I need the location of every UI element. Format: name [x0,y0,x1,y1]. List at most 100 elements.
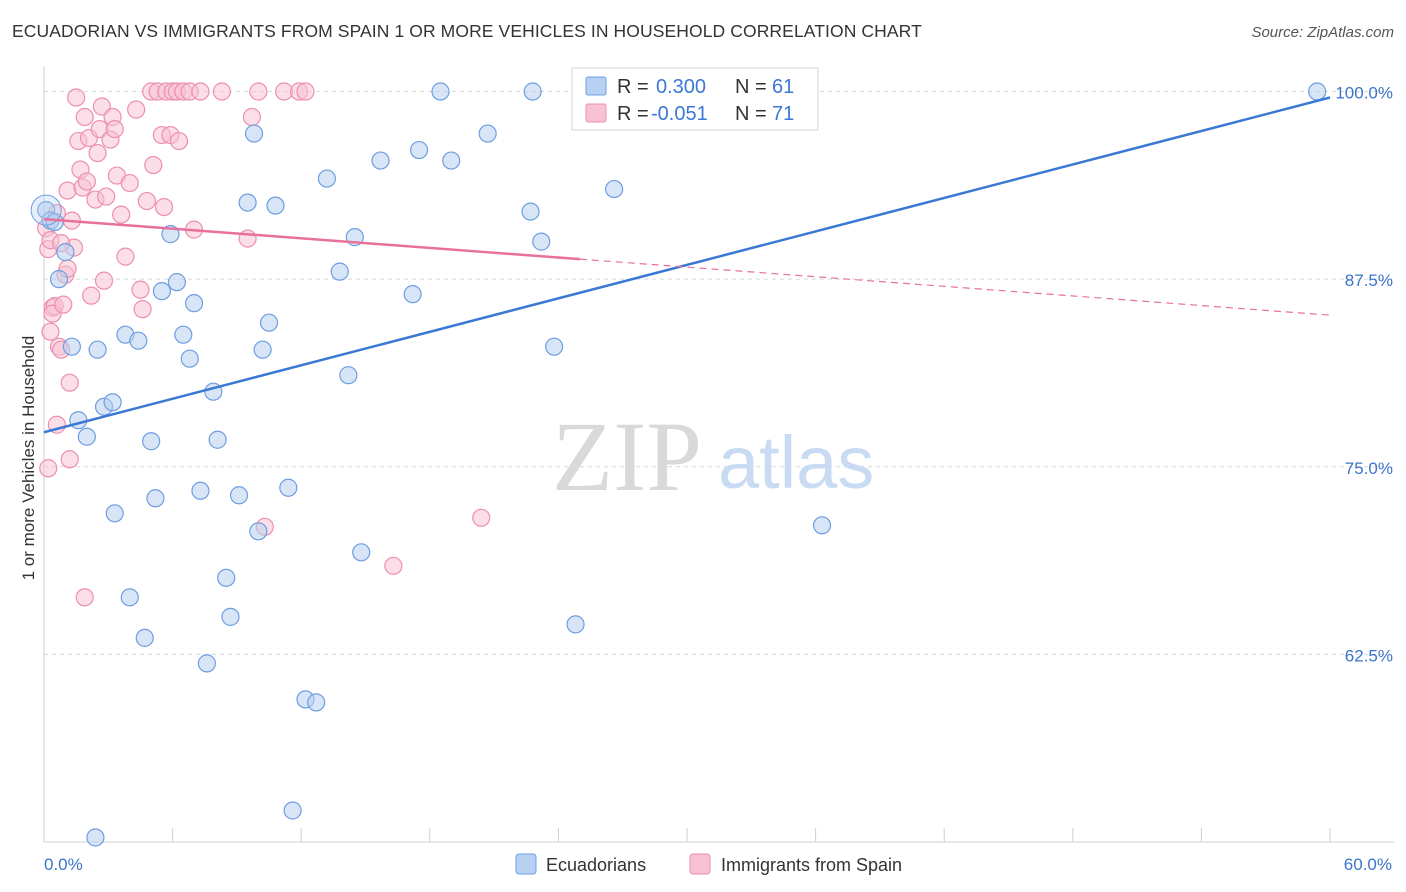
ecuadorians-point-55 [545,337,564,356]
ecuadorians-point-48 [409,140,429,160]
immigrants-point-67 [94,271,114,290]
watermark-zip: ZIP [552,401,702,512]
ecuadorians-point-42 [330,262,349,281]
x-tick-label-0: 0.0% [44,855,83,874]
legend-r-value-ecuadorians: 0.300 [656,76,706,98]
ecuadorians-point-15 [135,628,154,647]
ecuadorians-point-37 [279,478,298,497]
ecuadorians-point-41 [317,169,337,188]
ecuadorians-point-28 [217,568,236,587]
y-tick-labels: 100.0% 87.5% 75.0% 62.5% [1335,84,1393,666]
legend-n-label-1: N = [735,76,767,98]
correlation-legend: R = 0.300 N = 61 R = -0.051 N = 71 [571,67,819,131]
ecuadorians-point-51 [478,124,497,143]
legend-swatch-pink [585,103,607,123]
ecuadorians-point-46 [371,151,390,170]
ecuadorians-point-49 [431,82,450,101]
trend-immigrants-dashed [579,258,1331,316]
ecuadorians-point-24 [191,481,210,500]
ecuadorians-point-14 [129,331,148,350]
legend-immigrants-label: Immigrants from Spain [721,855,902,875]
ecuadorians-point-27 [208,430,227,449]
gridlines [44,91,1394,655]
immigrants-point-47 [212,82,231,101]
ecuadorians-point-56 [566,615,585,634]
immigrants-point-60 [60,373,79,392]
immigrants-point-32 [127,100,146,119]
watermark: ZIP atlas [552,401,874,512]
immigrants-point-68 [133,300,152,319]
immigrants-point-34 [137,191,156,211]
legend-ecuadorians-swatch [515,853,537,875]
legend-immigrants-swatch [689,853,711,875]
immigrants-point-9 [58,181,77,200]
ecuadorians-point-7 [77,427,96,446]
trend-lines [43,96,1331,434]
ecuadorians-point-30 [229,486,249,505]
immigrants-point-59 [60,450,79,469]
ecuadorians-point-47 [403,285,422,304]
immigrants-point-12 [67,88,86,107]
ecuadorians-point-11 [105,504,124,523]
ecuadorians-point-52 [521,202,540,221]
ecuadorians-point-58 [605,179,624,199]
series-immigrants-from-spain [37,82,491,607]
legend-ecuadorians-label: Ecuadorians [546,855,646,875]
ecuadorians-point-60 [1308,82,1327,101]
trend-immigrants-solid [43,217,580,261]
ecuadorians-point-33 [249,522,268,541]
immigrants-point-21 [88,143,107,163]
legend-n-value-immigrants: 71 [772,103,794,125]
immigrants-point-46 [191,82,210,101]
ecuadorians-point-31 [238,193,257,212]
ecuadorians-point-36 [266,196,285,215]
ecuadorians-point-17 [146,489,165,508]
immigrants-point-2 [41,322,60,341]
ecuadorians-point-16 [142,432,161,451]
immigrants-point-57 [39,459,58,478]
immigrants-point-30 [116,247,135,266]
y-tick-label-3: 62.5% [1345,646,1393,665]
immigrants-point-31 [120,173,139,193]
ecuadorians-point-35 [259,313,279,332]
x-tick-label-1: 60.0% [1344,855,1392,874]
ecuadorians-point-highlight [30,194,62,226]
watermark-atlas: atlas [718,421,874,504]
immigrants-point-50 [249,82,268,101]
series-legend: Ecuadorians Immigrants from Spain [515,853,902,875]
ecuadorians-point-61 [86,828,105,847]
y-tick-label-2: 75.0% [1345,459,1393,478]
immigrants-point-27 [105,119,124,139]
ecuadorians-point-38 [283,801,302,820]
ecuadorians-point-43 [339,366,358,385]
ecuadorians-point-45 [352,543,371,562]
immigrants-point-69 [154,197,174,217]
ecuadorians-point-29 [221,607,240,626]
x-tick-labels: 0.0% 60.0% [44,855,1392,874]
ecuadorians-point-18 [152,282,171,301]
immigrants-point-55 [384,556,403,575]
legend-box [571,67,819,131]
legend-r-label-2: R = [617,103,649,125]
immigrants-point-29 [112,205,131,224]
ecuadorians-point-4 [56,243,75,262]
y-tick-label-1: 87.5% [1345,271,1393,290]
source-label: Source: ZipAtlas.com [1251,24,1394,41]
ecuadorians-point-3 [49,270,69,289]
legend-r-label-1: R = [617,76,649,98]
immigrants-point-70 [169,131,189,151]
ecuadorians-point-5 [62,337,81,356]
immigrants-point-16 [75,107,94,127]
chart-title: ECUADORIAN VS IMMIGRANTS FROM SPAIN 1 OR… [12,21,922,41]
immigrants-point-17 [77,172,96,191]
ecuadorians-point-25 [197,654,216,673]
ecuadorians-point-40 [307,693,326,712]
ecuadorians-point-20 [167,273,186,292]
immigrants-point-36 [144,155,163,175]
ecuadorians-point-22 [180,349,199,368]
immigrants-point-61 [75,588,94,607]
immigrants-point-24 [97,187,116,206]
ecuadorians-point-59 [812,516,832,535]
legend-swatch-blue [585,76,607,96]
